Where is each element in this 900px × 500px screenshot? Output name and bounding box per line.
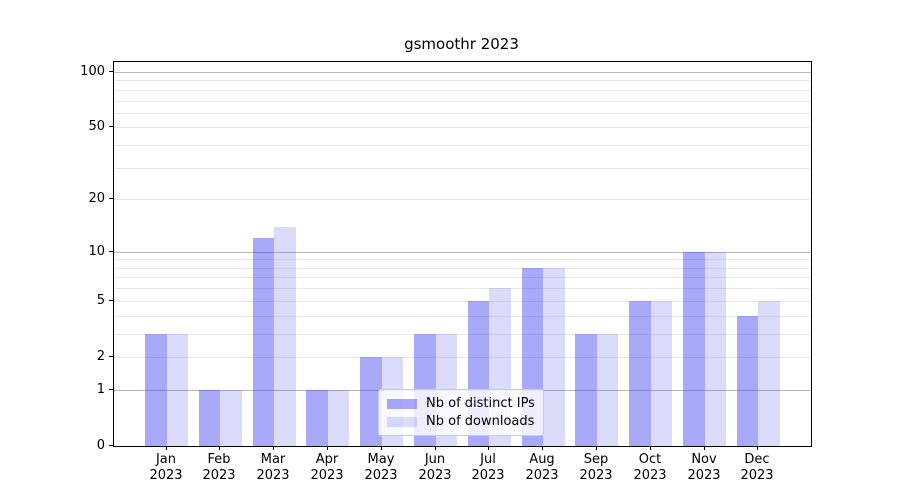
minor-gridline	[114, 168, 811, 169]
x-tick-mark	[542, 446, 543, 450]
y-tick-mark	[109, 198, 113, 199]
minor-gridline	[114, 357, 811, 358]
bar-distinct-ips-sep	[575, 333, 597, 446]
minor-gridline	[114, 80, 811, 81]
x-tick-label-jan: Jan 2023	[149, 452, 183, 483]
x-tick-mark	[757, 446, 758, 450]
bar-distinct-ips-oct	[629, 300, 651, 446]
minor-gridline	[114, 301, 811, 302]
x-tick-label-sep: Sep 2023	[579, 452, 613, 483]
x-tick-label-mar: Mar 2023	[256, 452, 290, 483]
bar-downloads-mar	[274, 226, 296, 446]
minor-gridline	[114, 145, 811, 146]
y-tick-label: 2	[96, 349, 105, 364]
y-tick-label: 20	[88, 191, 105, 206]
minor-gridline	[114, 90, 811, 91]
bar-distinct-ips-may	[360, 357, 382, 446]
x-tick-label-oct: Oct 2023	[633, 452, 667, 483]
y-tick-mark	[109, 356, 113, 357]
y-tick-mark	[109, 389, 113, 390]
x-tick-mark	[166, 446, 167, 450]
bar-downloads-feb	[220, 389, 242, 446]
bar-downloads-apr	[327, 389, 350, 446]
x-tick-label-dec: Dec 2023	[740, 452, 774, 483]
x-tick-label-may: May 2023	[364, 452, 398, 483]
minor-gridline	[114, 259, 811, 260]
y-tick-label: 50	[88, 119, 105, 134]
x-tick-mark	[488, 446, 489, 450]
legend-label-downloads: Nb of downloads	[426, 414, 535, 429]
legend-swatch-downloads	[387, 417, 417, 427]
major-gridline	[114, 72, 811, 73]
bar-downloads-jan	[166, 333, 188, 446]
x-tick-mark	[704, 446, 705, 450]
bar-distinct-ips-jan	[145, 333, 167, 446]
x-tick-label-jul: Jul 2023	[471, 452, 505, 483]
minor-gridline	[114, 277, 811, 278]
minor-gridline	[114, 268, 811, 269]
y-tick-label: 5	[96, 293, 105, 308]
minor-gridline	[114, 334, 811, 335]
legend-entry-downloads: Nb of downloads	[387, 413, 535, 431]
legend-swatch-distinct-ips	[387, 399, 417, 409]
bar-distinct-ips-feb	[198, 389, 221, 446]
minor-gridline	[114, 199, 811, 200]
x-tick-mark	[381, 446, 382, 450]
y-tick-mark	[109, 126, 113, 127]
legend-entry-distinct-ips: Nb of distinct IPs	[387, 395, 535, 413]
y-tick-label: 0	[96, 438, 105, 453]
y-tick-mark	[109, 71, 113, 72]
x-tick-mark	[219, 446, 220, 450]
bar-distinct-ips-nov	[683, 251, 705, 446]
x-tick-mark	[273, 446, 274, 450]
minor-gridline	[114, 127, 811, 128]
x-tick-mark	[435, 446, 436, 450]
chart-title: gsmoothr 2023	[404, 35, 519, 53]
bar-downloads-oct	[650, 300, 673, 446]
x-tick-mark	[650, 446, 651, 450]
bar-downloads-aug	[543, 267, 565, 446]
bar-downloads-dec	[758, 300, 780, 446]
x-tick-label-aug: Aug 2023	[525, 452, 559, 483]
bar-distinct-ips-apr	[306, 389, 328, 446]
y-tick-label: 100	[80, 64, 105, 79]
minor-gridline	[114, 101, 811, 102]
y-tick-mark	[109, 300, 113, 301]
y-tick-label: 10	[88, 244, 105, 259]
legend-label-distinct-ips: Nb of distinct IPs	[426, 396, 535, 411]
x-tick-label-nov: Nov 2023	[687, 452, 721, 483]
x-tick-label-jun: Jun 2023	[418, 452, 452, 483]
y-tick-mark	[109, 251, 113, 252]
bar-distinct-ips-mar	[252, 238, 275, 446]
minor-gridline	[114, 316, 811, 317]
x-tick-mark	[327, 446, 328, 450]
plot-area	[113, 61, 812, 447]
bar-downloads-sep	[596, 333, 619, 446]
bar-distinct-ips-dec	[736, 315, 759, 446]
major-gridline	[114, 252, 811, 253]
minor-gridline	[114, 288, 811, 289]
minor-gridline	[114, 113, 811, 114]
bar-downloads-nov	[704, 251, 726, 446]
x-tick-label-apr: Apr 2023	[310, 452, 344, 483]
legend: Nb of distinct IPs Nb of downloads	[378, 389, 544, 436]
x-tick-mark	[596, 446, 597, 450]
x-tick-label-feb: Feb 2023	[202, 452, 236, 483]
y-tick-mark	[109, 445, 113, 446]
y-tick-label: 1	[96, 382, 105, 397]
